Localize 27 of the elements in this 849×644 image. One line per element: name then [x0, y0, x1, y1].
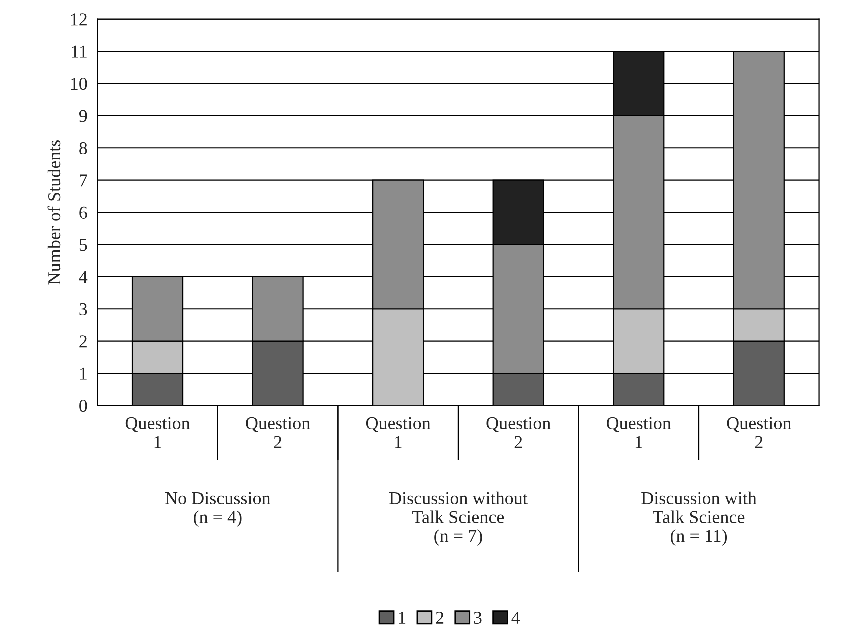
- y-tick-label: 2: [80, 336, 87, 348]
- text: No Discussion (n = 4): [166, 492, 271, 528]
- y-tick-label: 10: [71, 78, 88, 90]
- x-tick-label: Question 1: [126, 417, 190, 448]
- y-tick-label: 3: [80, 303, 88, 316]
- y-tick-label: 12: [71, 14, 87, 26]
- y-tick-label: 9: [79, 110, 88, 122]
- y-tick-label: 0: [80, 400, 88, 412]
- legend-label: 4: [512, 612, 520, 624]
- text: Discussion without Talk Science (n = 7): [390, 492, 528, 546]
- y-tick-label: 1: [80, 368, 87, 380]
- legend-label: 1: [399, 612, 406, 624]
- y-tick-label: 6: [80, 206, 88, 219]
- legend-label: 3: [474, 612, 482, 624]
- y-tick-label: 7: [80, 174, 88, 187]
- legend-label: 2: [436, 612, 444, 624]
- y-axis-title: Number of Students: [48, 140, 61, 285]
- x-tick-label: Question 2: [246, 417, 310, 448]
- text: Discussion with Talk Science (n = 11): [642, 492, 757, 546]
- y-tick-label: 11: [72, 46, 87, 58]
- y-tick-label: 8: [80, 142, 88, 155]
- x-tick-label: Question 1: [607, 417, 672, 448]
- x-tick-label: Question 2: [486, 417, 551, 448]
- y-tick-label: 5: [80, 239, 88, 252]
- x-tick-label: Question 2: [727, 417, 792, 448]
- x-tick-label: Question 1: [366, 417, 431, 448]
- y-tick-label: 4: [79, 271, 88, 284]
